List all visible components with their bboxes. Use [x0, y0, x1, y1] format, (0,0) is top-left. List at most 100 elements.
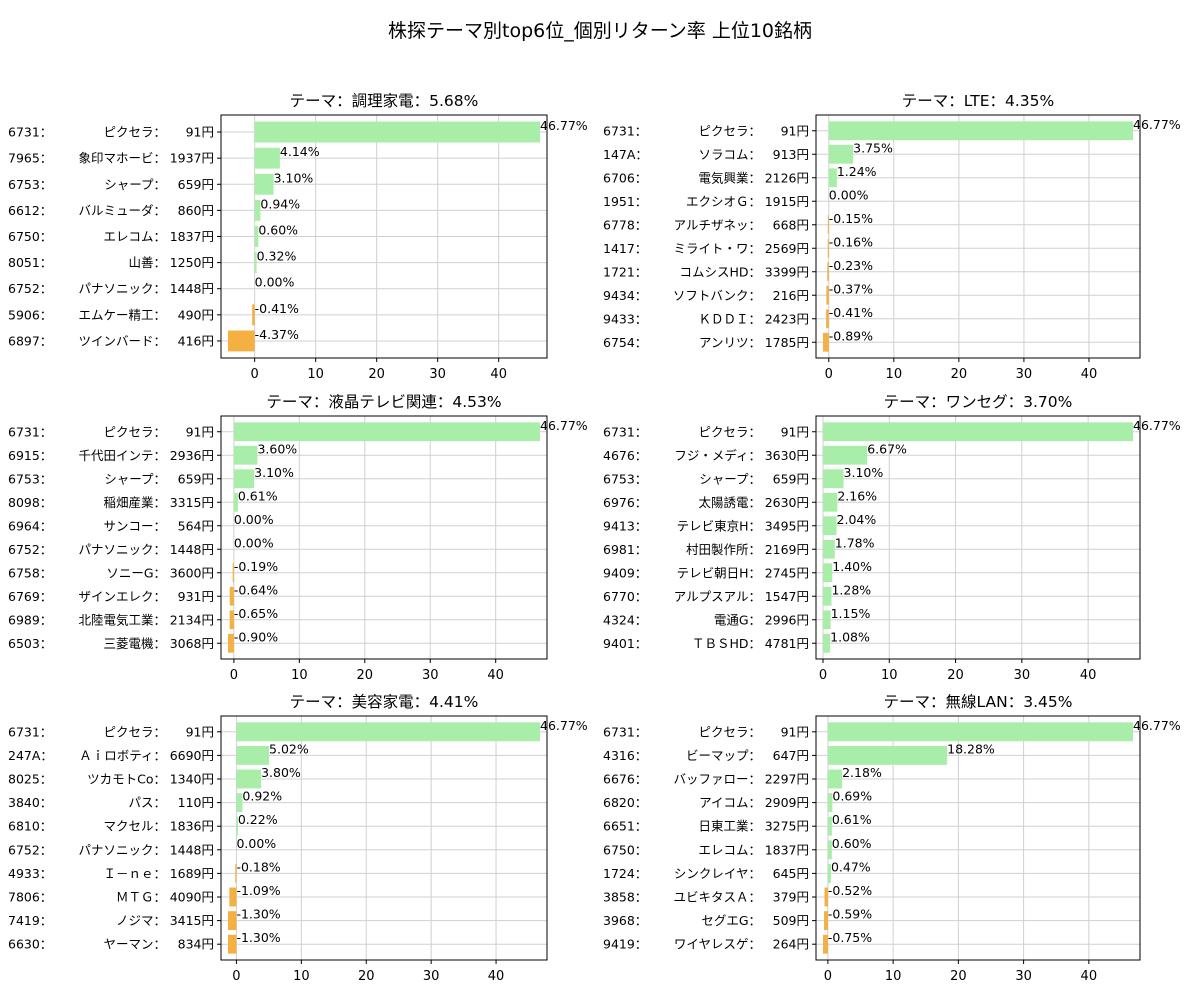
bar	[236, 769, 262, 789]
bar	[828, 168, 837, 188]
bar-value-label: 2.04%	[837, 512, 877, 527]
chart-panel: 0 10 20 30 40 6731： ピクセラ： 91円 46.77% 4676： フジ・メディ：…	[603, 393, 1181, 683]
bar-value-label: 4.14%	[280, 144, 320, 159]
bar-code-label: 6981：	[603, 542, 647, 557]
bar-value-label: -4.37%	[255, 327, 299, 342]
x-tick-label: 10	[885, 969, 902, 984]
bar-price-label: 416円	[178, 333, 214, 348]
bar-name-label: ピクセラ：	[698, 424, 761, 439]
bar-name-label: ソラコム：	[698, 147, 761, 162]
bar-name-label: ピクセラ：	[103, 724, 166, 739]
bar-price-label: 1448円	[170, 842, 214, 857]
bar	[228, 911, 237, 931]
bar-value-label: -0.23%	[829, 258, 873, 273]
bar-code-label: 6752：	[8, 281, 52, 296]
bar-price-label: 860円	[178, 203, 214, 218]
bar-price-label: 659円	[773, 471, 809, 486]
bar-code-label: 6976：	[603, 495, 647, 510]
bar-name-label: パナソニック：	[78, 842, 166, 857]
chart-panel: 0 10 20 30 40 6731： ピクセラ： 91円 46.77% 247A： Ａｉロボティ：…	[8, 693, 588, 984]
bar-price-label: 91円	[781, 424, 809, 439]
bar-name-label: Ｉ－ｎｅ：	[103, 866, 166, 881]
bar-value-label: 3.75%	[853, 140, 893, 155]
bar-price-label: 110円	[178, 795, 214, 810]
bar	[229, 610, 234, 630]
bar-price-label: 2909円	[765, 795, 809, 810]
bar-price-label: 645円	[773, 866, 809, 881]
bar-code-label: 9409：	[603, 565, 647, 580]
bar	[823, 332, 829, 352]
bar	[254, 147, 280, 169]
bar-name-label: ソフトバンク：	[673, 288, 761, 303]
bar	[827, 863, 831, 883]
bar-code-label: 6731：	[603, 724, 647, 739]
bar-name-label: ビーマップ：	[686, 748, 761, 763]
bar-name-label: 千代田インテ：	[78, 448, 166, 463]
bar-value-label: 0.32%	[257, 249, 297, 264]
bar-price-label: 3068円	[170, 636, 214, 651]
bar-code-label: 6750：	[8, 229, 52, 244]
x-tick-label: 0	[819, 668, 827, 683]
bar-value-label: 5.02%	[269, 741, 309, 756]
bar-price-label: 1937円	[170, 151, 214, 166]
bar	[826, 309, 829, 329]
bar-code-label: 7965：	[8, 151, 52, 166]
bar-name-label: 太陽誘電：	[698, 495, 761, 510]
bar-value-label: -0.52%	[828, 883, 872, 898]
bar-value-label: 46.77%	[1133, 418, 1181, 433]
x-tick-label: 40	[490, 367, 507, 382]
bar-price-label: 4781円	[765, 636, 809, 651]
bar	[236, 793, 243, 813]
bar-name-label: ピクセラ：	[103, 125, 166, 140]
bar-code-label: 1721：	[603, 264, 647, 279]
bar-value-label: 0.00%	[255, 275, 295, 290]
bar-name-label: エムケー精工：	[78, 307, 166, 322]
bar-value-label: 1.78%	[835, 535, 875, 550]
bar-code-label: 6731：	[8, 424, 52, 439]
bar-value-label: 1.24%	[837, 164, 877, 179]
x-tick-label: 40	[1081, 367, 1098, 382]
bar-code-label: 6820：	[603, 795, 647, 810]
x-tick-label: 30	[1015, 969, 1032, 984]
bar-price-label: 2169円	[765, 542, 809, 557]
bar-name-label: シンクレイヤ：	[674, 866, 761, 881]
bar-name-label: 稲畑産業：	[103, 495, 166, 510]
bar	[827, 793, 833, 813]
bar-code-label: 3858：	[603, 890, 647, 905]
bar-code-label: 4324：	[603, 612, 647, 627]
bar-price-label: 2745円	[765, 565, 809, 580]
bar-value-label: 1.28%	[831, 582, 871, 597]
x-tick-label: 20	[368, 367, 385, 382]
x-tick-label: 40	[488, 969, 505, 984]
bar-price-label: 931円	[178, 589, 214, 604]
bar-name-label: アルチザネッ：	[674, 217, 761, 232]
bar-price-label: 490円	[178, 307, 214, 322]
bar-code-label: 6758：	[8, 565, 52, 580]
bar-code-label: 6964：	[8, 518, 52, 533]
bar	[827, 722, 1133, 742]
bar-name-label: ザインエレク：	[78, 589, 166, 604]
x-tick-label: 10	[307, 367, 324, 382]
bar-price-label: 4090円	[170, 890, 214, 905]
chart-title: テーマ：液晶テレビ関連：4.53%	[266, 393, 501, 411]
axes-frame	[815, 114, 1141, 359]
x-tick-label: 20	[947, 668, 964, 683]
bar	[827, 769, 843, 789]
chart-title: テーマ：LTE：4.35%	[902, 92, 1055, 110]
bar-code-label: 6706：	[603, 170, 647, 185]
bar-name-label: ＭＴＧ：	[116, 890, 166, 905]
bar-code-label: 6989：	[8, 612, 52, 627]
bar-value-label: -0.41%	[255, 301, 299, 316]
bar-code-label: 247A：	[8, 748, 53, 763]
bar-name-label: ピクセラ：	[103, 424, 166, 439]
bar-name-label: ツカモトCo：	[87, 772, 166, 787]
chart-panel: 0 10 20 30 40 6731： ピクセラ： 91円 46.77% 6915： 千代田インテ：…	[8, 393, 588, 683]
bar-price-label: 3495円	[765, 518, 809, 533]
bar-value-label: 0.00%	[236, 836, 276, 851]
bar-name-label: 三菱電機：	[103, 636, 166, 651]
bar-name-label: ピクセラ：	[698, 123, 761, 138]
bar-value-label: -0.16%	[829, 234, 873, 249]
x-tick-label: 0	[251, 367, 259, 382]
bar-value-label: -0.90%	[234, 629, 278, 644]
bar-code-label: 1951：	[603, 194, 647, 209]
